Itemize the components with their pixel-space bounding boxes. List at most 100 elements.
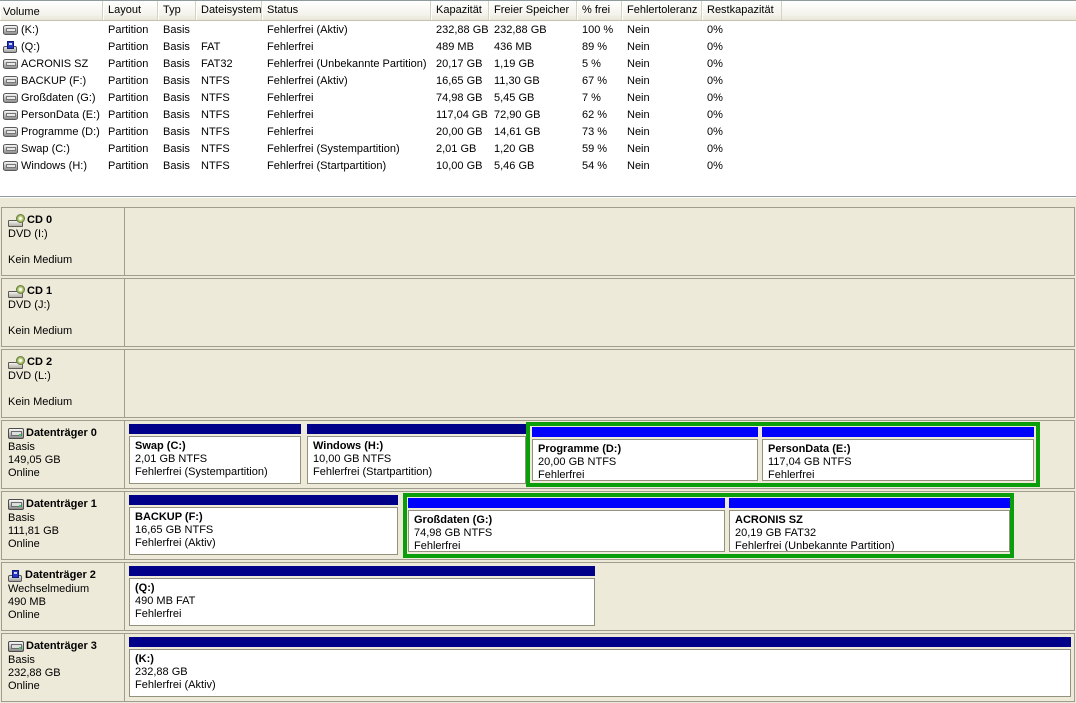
partition-volume-icon <box>3 24 18 35</box>
disk-state: Online <box>8 467 40 479</box>
disk-0-area: Swap (C:) 2,01 GB NTFS Fehlerfrei (Syste… <box>125 421 1074 488</box>
pane-splitter[interactable] <box>0 196 1076 207</box>
column-header-restkapazitaet[interactable]: Restkapazität <box>702 1 782 20</box>
volume-name: Windows (H:) <box>21 159 88 172</box>
partition-status: Fehlerfrei <box>538 469 585 481</box>
cell-status: Fehlerfrei (Aktiv) <box>267 74 348 87</box>
column-header-freier-speicher[interactable]: Freier Speicher <box>489 1 577 20</box>
cell-freier-speicher: 1,20 GB <box>494 142 535 155</box>
cd-drive-icon <box>8 285 25 298</box>
cell-dateisystem: FAT <box>201 40 221 53</box>
cell-kapazitaet: 16,65 GB <box>436 74 483 87</box>
cd-row-0: CD 0 DVD (I:) Kein Medium <box>1 207 1075 276</box>
cell-kapazitaet: 74,98 GB <box>436 91 483 104</box>
disk-type: Basis <box>8 512 35 524</box>
cell-pct-frei: 73 % <box>582 125 608 138</box>
partition-k[interactable]: (K:) 232,88 GB Fehlerfrei (Aktiv) <box>129 637 1071 697</box>
cell-typ: Basis <box>163 108 190 121</box>
cd-2-header[interactable]: CD 2 DVD (L:) Kein Medium <box>2 350 125 417</box>
cd-media-status: Kein Medium <box>8 396 73 408</box>
cell-freier-speicher: 5,46 GB <box>494 159 535 172</box>
volume-table-row[interactable]: PersonData (E:) Partition Basis NTFS Feh… <box>0 106 1076 123</box>
column-header-layout[interactable]: Layout <box>103 1 158 20</box>
cell-pct-frei: 100 % <box>582 23 614 36</box>
cd-0-header[interactable]: CD 0 DVD (I:) Kein Medium <box>2 208 125 275</box>
cell-status: Fehlerfrei <box>267 108 314 121</box>
cell-status: Fehlerfrei (Systempartition) <box>267 142 400 155</box>
cell-freier-speicher: 5,45 GB <box>494 91 535 104</box>
partition-acronis-sz[interactable]: ACRONIS SZ 20,19 GB FAT32 Fehlerfrei (Un… <box>729 498 1010 552</box>
extended-partition-group: Programme (D:) 20,00 GB NTFS Fehlerfrei … <box>526 422 1040 487</box>
partition-programme-d[interactable]: Programme (D:) 20,00 GB NTFS Fehlerfrei <box>532 427 758 481</box>
partition-windows-h[interactable]: Windows (H:) 10,00 GB NTFS Fehlerfrei (S… <box>307 424 526 484</box>
disk-row-1: Datenträger 1 Basis 111,81 GB Online BAC… <box>1 491 1075 560</box>
volume-table-row[interactable]: Swap (C:) Partition Basis NTFS Fehlerfre… <box>0 140 1076 157</box>
partition-status: Fehlerfrei (Aktiv) <box>135 537 216 549</box>
cell-restkapazitaet: 0% <box>707 108 723 121</box>
partition-name: BACKUP (F:) <box>135 511 203 523</box>
cell-kapazitaet: 489 MB <box>436 40 474 53</box>
partition-info: 232,88 GB <box>135 666 188 678</box>
partition-info: 74,98 GB NTFS <box>414 527 493 539</box>
column-header-dateisystem[interactable]: Dateisystem <box>196 1 262 20</box>
cd-device: DVD (L:) <box>8 370 51 382</box>
partition-name: (K:) <box>135 653 154 665</box>
volume-name: (Q:) <box>21 40 40 53</box>
disk-icon <box>8 499 24 510</box>
cell-layout: Partition <box>108 23 149 36</box>
disk-title: Datenträger 0 <box>26 427 97 439</box>
cell-restkapazitaet: 0% <box>707 159 723 172</box>
partition-status: Fehlerfrei (Startpartition) <box>313 466 433 478</box>
cell-layout: Partition <box>108 91 149 104</box>
disk-2-header[interactable]: Datenträger 2 Wechselmedium 490 MB Onlin… <box>2 563 125 630</box>
disk-1-area: BACKUP (F:) 16,65 GB NTFS Fehlerfrei (Ak… <box>125 492 1074 559</box>
volume-table-row[interactable]: BACKUP (F:) Partition Basis NTFS Fehlerf… <box>0 72 1076 89</box>
primary-partition-bar <box>129 637 1071 647</box>
disk-1-header[interactable]: Datenträger 1 Basis 111,81 GB Online <box>2 492 125 559</box>
cell-layout: Partition <box>108 40 149 53</box>
disk-3-header[interactable]: Datenträger 3 Basis 232,88 GB Online <box>2 634 125 701</box>
cell-layout: Partition <box>108 142 149 155</box>
partition-backup-f[interactable]: BACKUP (F:) 16,65 GB NTFS Fehlerfrei (Ak… <box>129 495 398 555</box>
cd-1-header[interactable]: CD 1 DVD (J:) Kein Medium <box>2 279 125 346</box>
cd-device: DVD (J:) <box>8 299 51 311</box>
cell-freier-speicher: 11,30 GB <box>494 74 540 87</box>
cell-freier-speicher: 14,61 GB <box>494 125 541 138</box>
disk-title: Datenträger 3 <box>26 640 97 652</box>
partition-swap-c[interactable]: Swap (C:) 2,01 GB NTFS Fehlerfrei (Syste… <box>129 424 301 484</box>
partition-info: 16,65 GB NTFS <box>135 524 214 536</box>
column-header-kapazitaet[interactable]: Kapazität <box>431 1 489 20</box>
partition-grossdaten-g[interactable]: Großdaten (G:) 74,98 GB NTFS Fehlerfrei <box>408 498 725 552</box>
cell-status: Fehlerfrei <box>267 40 314 53</box>
cell-fehlertoleranz: Nein <box>627 74 650 87</box>
cell-pct-frei: 89 % <box>582 40 608 53</box>
partition-q[interactable]: (Q:) 490 MB FAT Fehlerfrei <box>129 566 595 626</box>
volume-table-row[interactable]: (K:) Partition Basis Fehlerfrei (Aktiv) … <box>0 21 1076 38</box>
cell-typ: Basis <box>163 40 190 53</box>
volume-table-row[interactable]: Windows (H:) Partition Basis NTFS Fehler… <box>0 157 1076 174</box>
cell-pct-frei: 67 % <box>582 74 608 87</box>
volume-table-row[interactable]: Großdaten (G:) Partition Basis NTFS Fehl… <box>0 89 1076 106</box>
cell-fehlertoleranz: Nein <box>627 142 650 155</box>
partition-persondata-e[interactable]: PersonData (E:) 117,04 GB NTFS Fehlerfre… <box>762 427 1034 481</box>
column-header-typ[interactable]: Typ <box>158 1 196 20</box>
volume-table-row[interactable]: Programme (D:) Partition Basis NTFS Fehl… <box>0 123 1076 140</box>
column-header-volume[interactable]: Volume <box>0 1 103 20</box>
volume-table-row[interactable]: ACRONIS SZ Partition Basis FAT32 Fehlerf… <box>0 55 1076 72</box>
cell-restkapazitaet: 0% <box>707 40 723 53</box>
volume-name: Programme (D:) <box>21 125 100 138</box>
cell-pct-frei: 5 % <box>582 57 601 70</box>
volume-table-row[interactable]: (Q:) Partition Basis FAT Fehlerfrei 489 … <box>0 38 1076 55</box>
cell-fehlertoleranz: Nein <box>627 91 650 104</box>
column-header-pct-frei[interactable]: % frei <box>577 1 622 20</box>
column-header-status[interactable]: Status <box>262 1 431 20</box>
disk-row-2: Datenträger 2 Wechselmedium 490 MB Onlin… <box>1 562 1075 631</box>
cell-restkapazitaet: 0% <box>707 125 723 138</box>
disk-0-header[interactable]: Datenträger 0 Basis 149,05 GB Online <box>2 421 125 488</box>
cell-dateisystem: FAT32 <box>201 57 233 70</box>
cell-status: Fehlerfrei (Aktiv) <box>267 23 348 36</box>
logical-drive-bar <box>408 498 725 508</box>
column-header-fehlertoleranz[interactable]: Fehlertoleranz <box>622 1 702 20</box>
removable-volume-icon <box>3 40 18 53</box>
disk-type: Basis <box>8 441 35 453</box>
